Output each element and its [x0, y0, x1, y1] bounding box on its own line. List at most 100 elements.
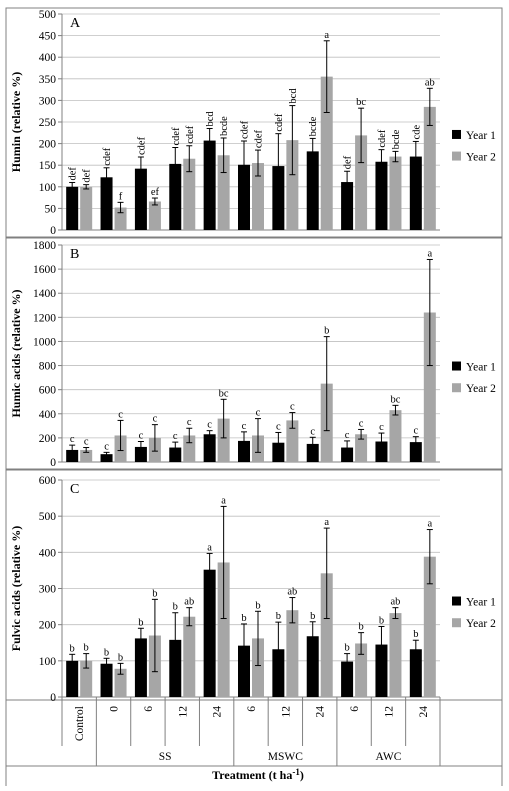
significance-letter: b — [255, 600, 260, 611]
significance-letter: a — [324, 30, 329, 41]
significance-letter: cdef — [136, 136, 147, 155]
significance-letter: bc — [356, 97, 366, 108]
significance-letter: c — [153, 414, 158, 425]
y-tick-label: 1800 — [33, 240, 56, 252]
bar-year1 — [341, 661, 354, 697]
category-label: 12 — [383, 706, 395, 718]
bar-year1 — [100, 177, 113, 230]
legend-swatch — [452, 151, 461, 161]
y-tick-label: 1000 — [33, 336, 56, 348]
x-axis-label-close: ) — [300, 768, 304, 782]
bar-year2 — [389, 410, 402, 462]
bar-year2 — [114, 668, 127, 697]
legend-label: Year 1 — [466, 597, 496, 609]
y-tick-label: 250 — [39, 117, 57, 129]
panel-letter: C — [70, 482, 79, 497]
x-axis-label-main: Treatment (t ha — [212, 768, 292, 782]
significance-letter: b — [173, 602, 178, 613]
legend-label: Year 2 — [466, 152, 496, 164]
significance-letter: b — [241, 613, 246, 624]
bar-year1 — [238, 440, 250, 462]
significance-letter: cdef — [377, 129, 388, 148]
significance-letter: def — [68, 167, 79, 181]
bar-year1 — [66, 449, 79, 462]
legend-swatch — [452, 129, 461, 139]
bar-year2 — [423, 556, 436, 697]
significance-letter: c — [359, 418, 364, 429]
y-axis-label: Fulvic acids (relative %) — [9, 526, 23, 651]
bar-year2 — [286, 610, 299, 697]
significance-letter: c — [290, 402, 295, 413]
bar-year1 — [375, 644, 388, 697]
group-label: AWC — [375, 751, 401, 763]
y-tick-label: 600 — [39, 385, 57, 397]
bar-year2 — [217, 562, 230, 697]
bar-year2 — [320, 573, 333, 697]
bar-year2 — [252, 638, 264, 697]
panel-frame — [5, 237, 503, 470]
bar-year2 — [183, 158, 196, 230]
significance-letter: bc — [390, 394, 400, 405]
y-tick-label: 200 — [39, 433, 57, 445]
significance-letter: ab — [287, 587, 297, 598]
legend-label: Year 2 — [466, 618, 496, 630]
category-label: 24 — [315, 706, 327, 718]
x-axis-label-sup: -1 — [292, 767, 300, 777]
category-label: 12 — [280, 706, 292, 718]
significance-letter: c — [345, 430, 350, 441]
y-tick-label: 450 — [39, 31, 57, 43]
bar-year1 — [238, 164, 250, 230]
significance-letter: c — [310, 426, 315, 437]
y-tick-label: 400 — [39, 409, 57, 421]
y-tick-label: 1200 — [33, 312, 56, 324]
legend-label: Year 1 — [466, 130, 496, 142]
category-label: 24 — [212, 706, 224, 718]
significance-letter: cdef — [240, 120, 251, 139]
y-tick-label: 300 — [39, 95, 57, 107]
category-label: 6 — [143, 706, 155, 712]
bar-year2 — [286, 140, 299, 230]
significance-letter: a — [207, 542, 212, 553]
significance-letter: c — [84, 437, 89, 448]
significance-letter: b — [358, 622, 363, 633]
significance-letter: c — [104, 441, 109, 452]
legend-label: Year 1 — [466, 362, 496, 374]
bar-year1 — [375, 441, 388, 462]
significance-letter: c — [173, 431, 178, 442]
significance-letter: b — [138, 617, 143, 628]
significance-letter: b — [152, 588, 157, 599]
bar-year1 — [203, 569, 216, 697]
significance-letter: cde — [411, 125, 422, 140]
bar-year1 — [203, 434, 216, 462]
category-label: 0 — [109, 706, 121, 712]
significance-letter: b — [276, 611, 281, 622]
bar-year2 — [355, 643, 368, 697]
panel-B: 0 200 400 600 800 1000 1200 1400 1600 1800 Humic a… — [5, 237, 503, 470]
bar-year2 — [355, 434, 368, 462]
significance-letter: cdef — [274, 113, 285, 132]
y-tick-label: 0 — [50, 457, 56, 469]
bar-year2 — [148, 201, 161, 230]
significance-letter: ab — [390, 597, 400, 608]
significance-letter: f — [119, 191, 123, 202]
significance-letter: c — [187, 417, 192, 428]
y-tick-label: 1600 — [33, 264, 56, 276]
bar-year1 — [134, 638, 147, 697]
group-label: SS — [159, 751, 172, 763]
bar-year2 — [355, 135, 368, 230]
category-label: 12 — [177, 706, 189, 718]
significance-letter: b — [104, 647, 109, 658]
significance-letter: c — [256, 408, 261, 419]
significance-letter: def — [82, 169, 93, 183]
bar-year1 — [100, 663, 113, 697]
category-label: 24 — [418, 706, 430, 718]
bar-year1 — [134, 168, 147, 230]
bar-year2 — [389, 156, 402, 230]
y-tick-label: 400 — [39, 547, 57, 559]
panel-frame — [5, 7, 503, 238]
group-label: MSWC — [268, 751, 303, 763]
bar-year1 — [66, 186, 79, 230]
bar-year1 — [169, 447, 182, 462]
bar-year1 — [203, 140, 216, 230]
